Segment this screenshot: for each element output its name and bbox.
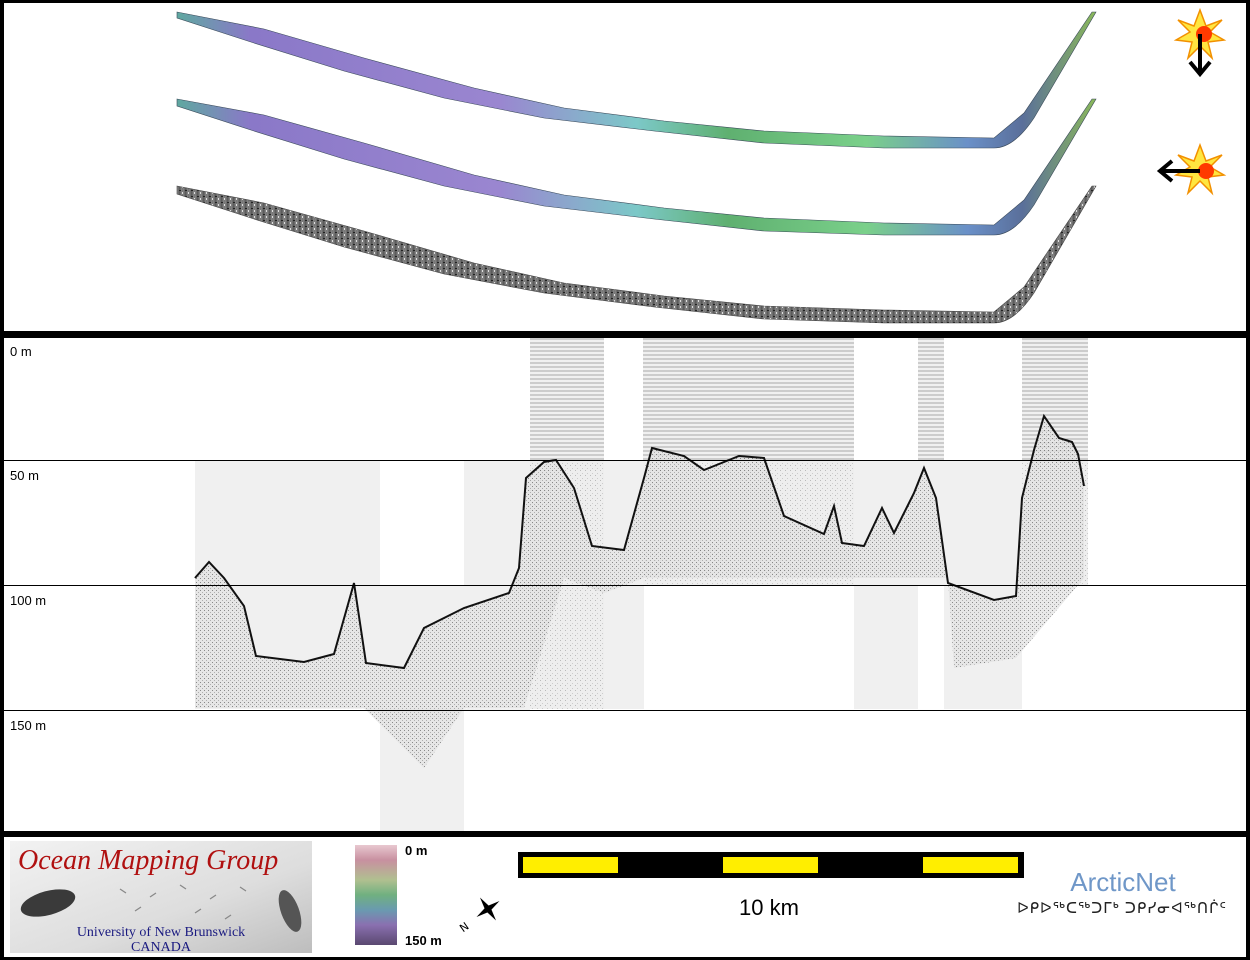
depth-label-50: 50 m [10,468,39,483]
scale-bar-segment-3 [923,857,1018,873]
color-strip-top-lit [176,11,1097,149]
north-arrow-icon: N [458,897,500,935]
depth-colorbar [355,845,397,945]
color-strip-side-lit [176,98,1097,236]
sun-arrow-down-icon [1173,7,1227,78]
logo-background [10,841,312,953]
seismic-profile-panel: 0 m 50 m 100 m 150 m [4,338,1246,831]
colorbar-bottom-label: 150 m [405,933,442,948]
footer-panel: Ocean Mapping Group University of New Br… [4,837,1246,957]
depth-gridlines [4,460,1246,711]
logo-country: CANADA [131,940,191,953]
bathymetry-strips-panel [4,3,1246,331]
depth-label-100: 100 m [10,593,47,608]
ocean-mapping-group-logo: Ocean Mapping Group University of New Br… [10,841,312,953]
logo-university: University of New Brunswick [76,925,246,940]
scale-bar-label: 10 km [739,895,799,920]
depth-label-150: 150 m [10,718,47,733]
bathymetry-strips [176,7,1227,324]
backscatter-strip [176,185,1097,324]
arcticnet-syllabics: ᐅᑭᐅᖅᑕᖅᑐᒥᒃ ᑐᑭᓯᓂᐊᖅᑎᒌᑦ [1017,900,1227,917]
depth-label-0: 0 m [10,344,32,359]
colorbar-top-label: 0 m [405,843,428,858]
logo-title: Ocean Mapping Group [18,845,279,876]
arcticnet-logo: ArcticNet [1070,867,1176,897]
seabed-reflector [194,413,1085,670]
svg-text:N: N [458,920,471,935]
sun-arrow-left-icon [1156,142,1227,196]
seismic-profile [4,338,1246,831]
scale-bar-segment-2 [723,857,818,873]
scale-bar [518,852,1024,878]
scale-bar-segment-1 [523,857,618,873]
subbottom-sediment [195,416,1084,768]
